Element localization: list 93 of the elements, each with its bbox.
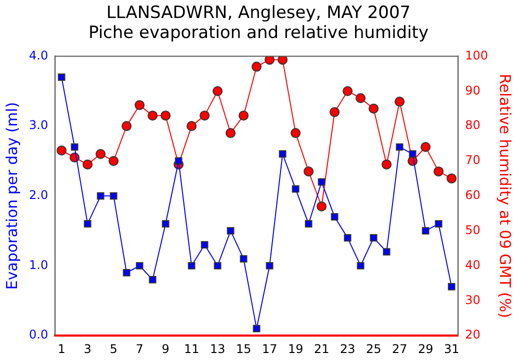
point bbox=[186, 121, 197, 132]
y2-tick-label: 70 bbox=[465, 153, 480, 168]
point bbox=[342, 86, 353, 96]
point bbox=[240, 255, 248, 262]
y-axis-title: Evaporation per day (ml) bbox=[2, 102, 21, 290]
point bbox=[368, 104, 379, 114]
point bbox=[56, 146, 67, 156]
point bbox=[304, 166, 314, 176]
chart-subtitle: Piche evaporation and relative humidity bbox=[87, 23, 430, 43]
point bbox=[292, 185, 300, 193]
point bbox=[252, 324, 260, 332]
x-tick-label: 1 bbox=[58, 342, 66, 356]
x-tick-label: 13 bbox=[210, 342, 226, 356]
point bbox=[108, 156, 119, 166]
point bbox=[266, 262, 274, 270]
point bbox=[96, 192, 104, 200]
x-tick-label: 29 bbox=[418, 342, 434, 356]
point bbox=[420, 142, 431, 152]
y-tick-label: 4.0 bbox=[28, 48, 48, 62]
point bbox=[394, 96, 405, 107]
point bbox=[330, 107, 340, 118]
point bbox=[356, 262, 364, 270]
x-tick-label: 27 bbox=[392, 342, 408, 356]
y2-tick-label: 90 bbox=[465, 83, 480, 98]
point bbox=[318, 178, 326, 186]
point bbox=[370, 234, 378, 242]
point bbox=[382, 159, 392, 170]
y2-tick-label: 30 bbox=[465, 292, 480, 307]
point bbox=[382, 248, 390, 256]
point bbox=[200, 110, 210, 121]
point bbox=[212, 86, 223, 96]
point bbox=[278, 56, 288, 65]
point bbox=[136, 262, 144, 270]
x-tick-label: 11 bbox=[184, 342, 200, 356]
point bbox=[396, 143, 404, 151]
point bbox=[122, 121, 132, 132]
y2-tick-label: 100 bbox=[465, 48, 488, 62]
point bbox=[356, 93, 366, 104]
point bbox=[238, 110, 249, 121]
x-tick-label: 31 bbox=[444, 342, 460, 356]
point bbox=[148, 110, 158, 121]
point bbox=[408, 150, 416, 158]
x-tick-label: 9 bbox=[162, 342, 170, 356]
point bbox=[84, 220, 92, 228]
chart-title: LLANSADWRN, Anglesey, MAY 2007 bbox=[105, 3, 412, 23]
point bbox=[134, 100, 145, 110]
point bbox=[330, 213, 338, 221]
point bbox=[252, 62, 262, 72]
point bbox=[214, 262, 222, 270]
y2-axis-title: Relative humidity at 09 GMT (%) bbox=[496, 74, 514, 318]
point bbox=[434, 166, 444, 176]
x-tick-label: 3 bbox=[84, 342, 92, 356]
point bbox=[226, 128, 236, 138]
x-tick-label: 5 bbox=[110, 342, 118, 356]
point bbox=[434, 220, 442, 228]
y2-tick-label: 80 bbox=[465, 118, 480, 132]
point bbox=[448, 283, 456, 290]
x-tick-label: 17 bbox=[262, 342, 278, 356]
point bbox=[304, 220, 312, 228]
point bbox=[344, 234, 352, 242]
point bbox=[188, 262, 196, 270]
point bbox=[122, 269, 130, 276]
point bbox=[226, 227, 234, 235]
y2-tick-label: 40 bbox=[465, 258, 480, 272]
y2-tick-label: 50 bbox=[465, 222, 480, 237]
x-tick-label: 21 bbox=[314, 342, 330, 356]
y-tick-label: 0.0 bbox=[28, 328, 48, 342]
x-tick-label: 15 bbox=[236, 342, 252, 356]
x-tick-label: 23 bbox=[340, 342, 356, 356]
point bbox=[264, 56, 275, 65]
y-tick-label: 2.0 bbox=[28, 188, 48, 202]
y2-tick-label: 60 bbox=[465, 188, 480, 202]
point bbox=[110, 192, 118, 200]
point bbox=[70, 143, 78, 151]
point bbox=[82, 159, 93, 170]
y2-tick-label: 20 bbox=[465, 328, 480, 342]
point bbox=[96, 148, 106, 159]
y-tick-label: 3.0 bbox=[28, 118, 48, 132]
x-tick-label: 19 bbox=[288, 342, 304, 356]
point bbox=[160, 110, 171, 121]
point bbox=[58, 73, 66, 81]
point bbox=[316, 201, 327, 212]
y-tick-label: 1.0 bbox=[28, 258, 48, 272]
point bbox=[148, 276, 156, 284]
point bbox=[278, 150, 286, 158]
point bbox=[162, 220, 170, 228]
x-tick-label: 7 bbox=[136, 342, 144, 356]
point bbox=[422, 227, 430, 235]
point bbox=[174, 157, 182, 165]
x-tick-label: 25 bbox=[366, 342, 382, 356]
point bbox=[290, 128, 301, 138]
point bbox=[200, 241, 208, 248]
point bbox=[446, 173, 457, 184]
